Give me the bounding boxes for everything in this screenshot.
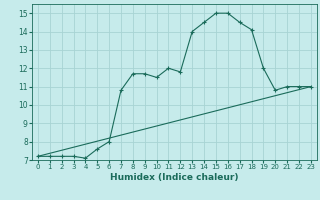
X-axis label: Humidex (Indice chaleur): Humidex (Indice chaleur) xyxy=(110,173,239,182)
